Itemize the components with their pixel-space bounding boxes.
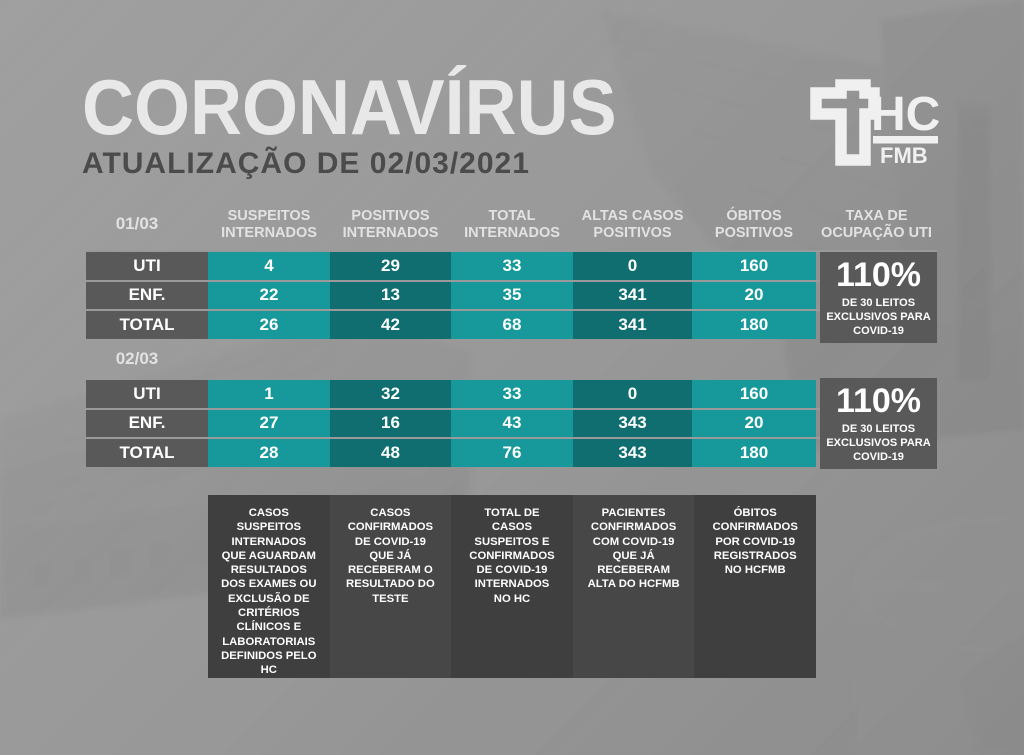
svg-text:HC: HC (871, 88, 940, 141)
svg-text:FMB: FMB (880, 143, 928, 168)
